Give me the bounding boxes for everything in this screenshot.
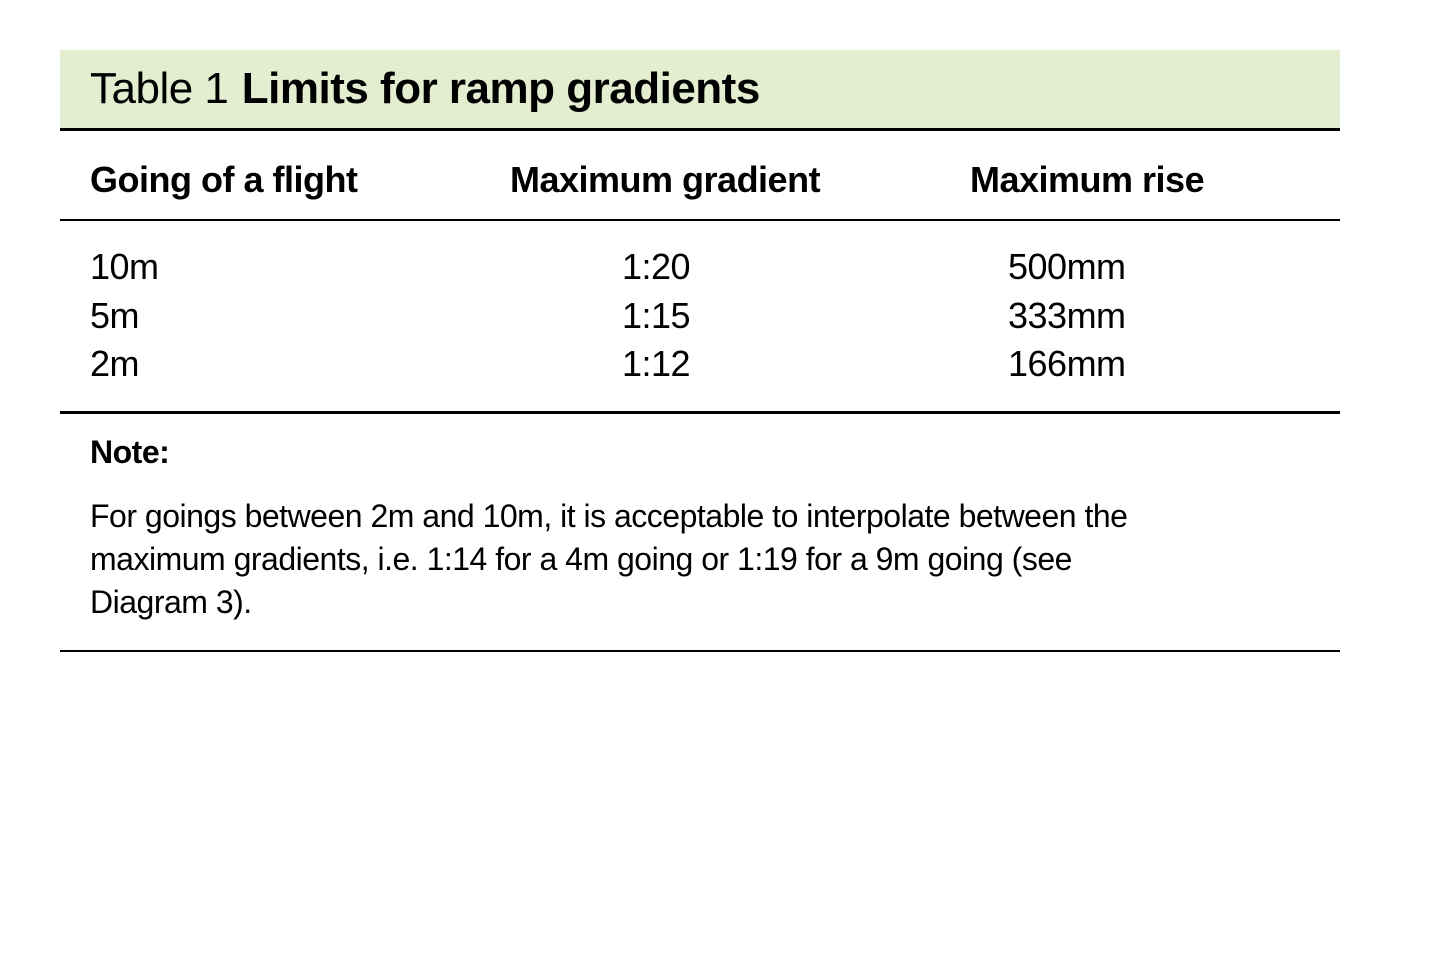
cell-rise: 500mm: [970, 243, 1310, 292]
cell-going: 5m: [90, 292, 510, 341]
cell-gradient: 1:20: [510, 243, 970, 292]
cell-gradient: 1:12: [510, 340, 970, 389]
cell-going: 2m: [90, 340, 510, 389]
cell-rise: 166mm: [970, 340, 1310, 389]
cell-going: 10m: [90, 243, 510, 292]
column-header-gradient: Maximum gradient: [510, 159, 970, 201]
ramp-gradients-table: Table 1 Limits for ramp gradients Going …: [60, 50, 1340, 652]
column-header-going: Going of a flight: [90, 159, 510, 201]
note-text: For goings between 2m and 10m, it is acc…: [90, 495, 1190, 625]
table-title: Limits for ramp gradients: [242, 64, 760, 113]
cell-rise: 333mm: [970, 292, 1310, 341]
table-body: 10m 1:20 500mm 5m 1:15 333mm 2m 1:12 166…: [60, 221, 1340, 414]
table-row: 5m 1:15 333mm: [90, 292, 1310, 341]
note-label: Note:: [90, 434, 1310, 471]
table-title-bar: Table 1 Limits for ramp gradients: [60, 50, 1340, 131]
table-note: Note: For goings between 2m and 10m, it …: [60, 414, 1340, 653]
column-header-rise: Maximum rise: [970, 159, 1310, 201]
table-row: 2m 1:12 166mm: [90, 340, 1310, 389]
table-number: Table 1: [90, 64, 228, 113]
table-header-row: Going of a flight Maximum gradient Maxim…: [60, 131, 1340, 221]
cell-gradient: 1:15: [510, 292, 970, 341]
table-row: 10m 1:20 500mm: [90, 243, 1310, 292]
